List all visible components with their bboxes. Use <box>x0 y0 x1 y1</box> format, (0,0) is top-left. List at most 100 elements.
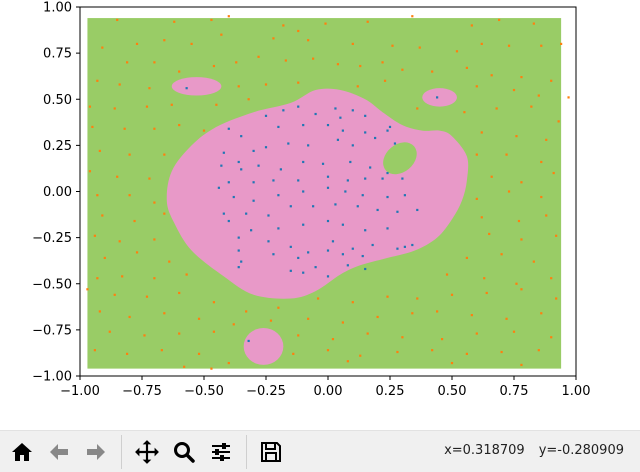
point-series-1 <box>386 195 389 199</box>
pan-button[interactable] <box>131 436 163 468</box>
point-series-1 <box>346 179 349 182</box>
point-series-1 <box>264 114 268 117</box>
point-series-2 <box>153 201 156 204</box>
point-series-2 <box>133 219 136 223</box>
point-series-2 <box>500 350 503 354</box>
point-series-2 <box>103 256 106 260</box>
point-series-1 <box>364 177 367 180</box>
point-series-2 <box>488 232 491 236</box>
point-series-1 <box>388 125 392 129</box>
point-series-2 <box>550 79 553 82</box>
back-button[interactable] <box>43 436 75 468</box>
x-tick-label: −0.50 <box>184 384 224 399</box>
point-series-1 <box>227 181 230 184</box>
point-series-2 <box>170 103 173 106</box>
point-series-2 <box>272 37 275 40</box>
point-series-1 <box>344 190 347 193</box>
point-series-2 <box>540 44 543 47</box>
x-tick-label: −0.75 <box>122 384 162 399</box>
point-series-2 <box>381 61 384 64</box>
point-series-2 <box>498 18 501 22</box>
save-button[interactable] <box>255 436 287 468</box>
point-series-2 <box>475 197 478 200</box>
point-series-2 <box>470 24 473 27</box>
point-series-1 <box>326 249 330 252</box>
point-series-1 <box>356 205 359 208</box>
point-series-2 <box>557 120 560 123</box>
point-series-2 <box>160 349 163 352</box>
point-series-2 <box>135 42 139 45</box>
point-series-1 <box>302 271 305 274</box>
point-series-2 <box>123 127 126 130</box>
point-series-2 <box>128 194 131 197</box>
point-series-2 <box>537 94 540 97</box>
point-series-2 <box>490 74 493 77</box>
point-series-2 <box>545 214 548 217</box>
configure-subplots-button[interactable] <box>205 436 237 468</box>
point-series-1 <box>314 112 317 116</box>
point-series-2 <box>431 70 434 73</box>
point-series-2 <box>505 153 508 156</box>
point-series-2 <box>163 39 166 42</box>
point-series-1 <box>297 256 300 260</box>
inner-region-patch <box>171 77 222 96</box>
point-series-1 <box>364 229 367 232</box>
point-series-2 <box>91 125 94 129</box>
cursor-coordinates: x=0.318709 y=-0.280909 <box>444 443 624 458</box>
point-series-2 <box>411 312 414 315</box>
point-series-2 <box>96 79 99 82</box>
point-series-1 <box>326 275 330 278</box>
point-series-2 <box>495 107 498 110</box>
point-series-1 <box>279 168 282 171</box>
point-series-1 <box>321 162 325 165</box>
point-series-2 <box>163 153 166 156</box>
point-series-2 <box>540 312 543 315</box>
point-series-1 <box>252 149 255 153</box>
pan-arrows-icon <box>135 440 159 464</box>
point-series-1 <box>314 266 317 269</box>
point-series-2 <box>341 321 344 324</box>
point-series-1 <box>289 205 292 208</box>
point-series-2 <box>247 98 250 101</box>
forward-button[interactable] <box>80 436 112 468</box>
inner-region-patch <box>422 88 457 107</box>
point-series-2 <box>552 171 555 175</box>
home-button[interactable] <box>6 436 38 468</box>
point-series-1 <box>403 194 406 197</box>
point-series-1 <box>237 160 240 164</box>
point-series-1 <box>334 203 337 206</box>
point-series-2 <box>232 323 235 326</box>
point-series-2 <box>202 129 206 132</box>
point-series-2 <box>359 354 362 357</box>
point-series-2 <box>515 282 518 285</box>
zoom-button[interactable] <box>168 436 200 468</box>
figure-canvas[interactable]: −1.00 −0.75 −0.50 −0.25 0.00 0.25 0.50 0.75 1.00… <box>0 0 640 430</box>
point-series-2 <box>537 349 540 352</box>
point-series-1 <box>364 114 367 117</box>
point-series-1 <box>381 177 384 180</box>
point-series-2 <box>215 103 218 106</box>
home-icon <box>12 443 32 461</box>
point-series-2 <box>480 131 483 134</box>
x-tick-label: 0.25 <box>376 384 405 399</box>
plot-area[interactable]: −1.00 −0.75 −0.50 −0.25 0.00 0.25 0.50 0.75 1.00… <box>0 0 640 430</box>
point-series-2 <box>465 352 468 355</box>
point-series-1 <box>411 243 414 247</box>
point-series-1 <box>351 109 354 112</box>
point-series-2 <box>507 44 511 47</box>
forward-arrow-icon <box>87 444 105 460</box>
point-series-2 <box>520 181 523 184</box>
point-series-2 <box>532 22 535 25</box>
point-series-1 <box>282 109 285 112</box>
point-series-2 <box>212 301 216 304</box>
point-series-1 <box>277 125 280 129</box>
point-series-1 <box>326 175 330 178</box>
y-tick-label: −0.75 <box>32 323 72 338</box>
point-series-2 <box>520 238 523 241</box>
point-series-2 <box>113 293 116 296</box>
point-series-2 <box>386 295 389 298</box>
y-tick-label: 0.25 <box>43 139 72 154</box>
point-series-2 <box>450 361 454 365</box>
point-series-1 <box>341 223 344 226</box>
point-series-2 <box>282 24 285 27</box>
